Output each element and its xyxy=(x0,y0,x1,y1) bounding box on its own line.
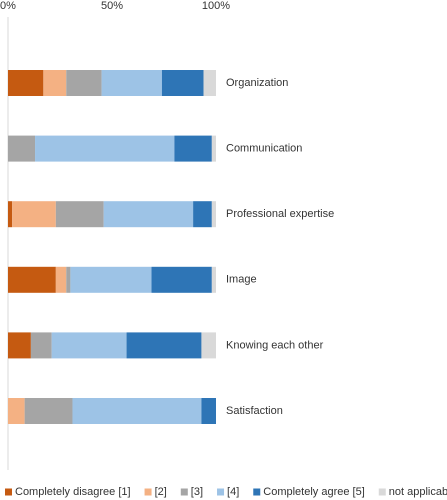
bar-segment xyxy=(8,332,31,359)
bar-segment xyxy=(66,70,102,96)
x-tick-label: 50% xyxy=(101,0,123,12)
legend-swatch xyxy=(378,488,386,496)
bar-segment xyxy=(72,398,202,424)
category-label: Professional expertise xyxy=(226,208,334,220)
bar-segment xyxy=(8,135,36,162)
bar-segment xyxy=(12,201,56,228)
bar-segment xyxy=(126,332,202,359)
legend-swatch xyxy=(217,488,225,496)
bar-segment xyxy=(193,201,212,228)
bar-segment xyxy=(43,70,67,96)
bar-segment xyxy=(70,266,152,293)
bar-segment xyxy=(55,266,67,293)
bar-segment xyxy=(8,201,13,228)
category-label: Communication xyxy=(226,143,302,155)
bar-segment xyxy=(8,398,25,424)
category-label: Satisfaction xyxy=(226,405,283,417)
bar-segment xyxy=(174,135,212,162)
bar-segment xyxy=(211,135,216,162)
bar-segment xyxy=(203,70,216,96)
x-tick-label: 100% xyxy=(202,0,230,12)
x-tick-label: 0% xyxy=(0,0,16,12)
bar-segment xyxy=(24,398,73,424)
bar-segment xyxy=(151,266,212,293)
bar-segment xyxy=(35,135,175,162)
legend-swatch xyxy=(5,488,12,496)
legend-swatch xyxy=(253,488,261,496)
bar-segment xyxy=(66,266,71,293)
category-label: Knowing each other xyxy=(226,339,324,351)
bar-segment xyxy=(101,70,162,96)
bar-segment xyxy=(161,70,204,96)
bar-segment xyxy=(51,332,127,359)
bar-segment xyxy=(201,332,216,359)
legend-label: Completely disagree [1] xyxy=(15,486,131,498)
bar-segment xyxy=(8,266,56,293)
bar-segment xyxy=(201,398,216,424)
legend-label: [4] xyxy=(227,486,239,498)
bar-segment xyxy=(55,201,104,228)
legend-label: Completely agree [5] xyxy=(263,486,365,498)
bar-segment xyxy=(211,201,216,228)
bar-segment xyxy=(30,332,52,359)
legend-label: [2] xyxy=(155,486,167,498)
legend-swatch xyxy=(180,488,188,496)
legend-swatch xyxy=(144,488,152,496)
legend-label: [3] xyxy=(191,486,203,498)
category-label: Image xyxy=(226,274,257,286)
bar-segment xyxy=(8,70,44,96)
legend-label: not applicable xyxy=(389,486,447,498)
bar-segment xyxy=(211,266,216,293)
category-label: Organization xyxy=(226,77,288,89)
bar-segment xyxy=(103,201,194,228)
